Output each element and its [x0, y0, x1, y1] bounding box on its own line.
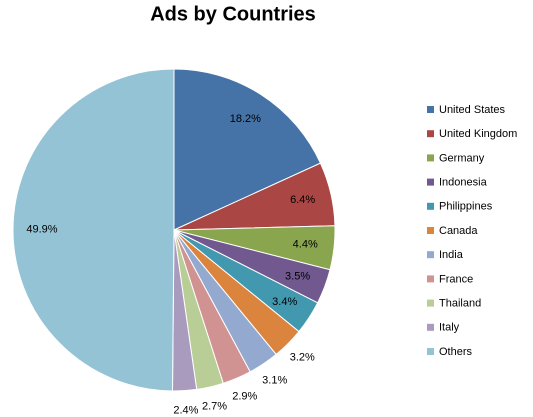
legend-label: Others — [439, 346, 473, 358]
data-label: 2.9% — [232, 390, 257, 402]
legend-label: Thailand — [439, 298, 481, 310]
data-label: 49.9% — [26, 223, 57, 235]
legend-swatch — [427, 106, 434, 113]
chart-title: Ads by Countries — [150, 3, 316, 25]
data-label: 3.2% — [290, 352, 315, 364]
data-label: 2.7% — [202, 400, 227, 412]
legend-label: United States — [439, 104, 506, 116]
legend-swatch — [427, 323, 434, 331]
legend-label: Germany — [439, 152, 485, 164]
legend-label: Canada — [439, 225, 478, 237]
data-label: 3.5% — [285, 270, 310, 282]
legend-swatch — [427, 251, 434, 259]
data-label: 3.4% — [272, 296, 297, 308]
data-label: 3.1% — [262, 374, 287, 386]
legend-swatch — [427, 178, 434, 186]
legend-swatch — [427, 348, 434, 355]
legend-label: India — [439, 249, 464, 261]
legend-swatch — [427, 130, 434, 138]
legend-label: Italy — [439, 322, 460, 334]
data-label: 4.4% — [293, 239, 318, 251]
legend-label: France — [439, 273, 473, 285]
data-label: 2.4% — [173, 405, 198, 417]
legend-swatch — [427, 154, 434, 162]
legend-label: Philippines — [439, 201, 493, 213]
legend-swatch — [427, 275, 434, 283]
data-label: 18.2% — [230, 113, 261, 125]
legend-swatch — [427, 202, 434, 210]
legend-label: United Kingdom — [439, 128, 517, 140]
pie-slice — [173, 68, 322, 231]
legend-label: Indonesia — [439, 177, 488, 189]
pie-slice — [12, 68, 175, 392]
legend-swatch — [427, 299, 434, 307]
legend-swatch — [427, 227, 434, 234]
data-label: 6.4% — [290, 194, 315, 206]
